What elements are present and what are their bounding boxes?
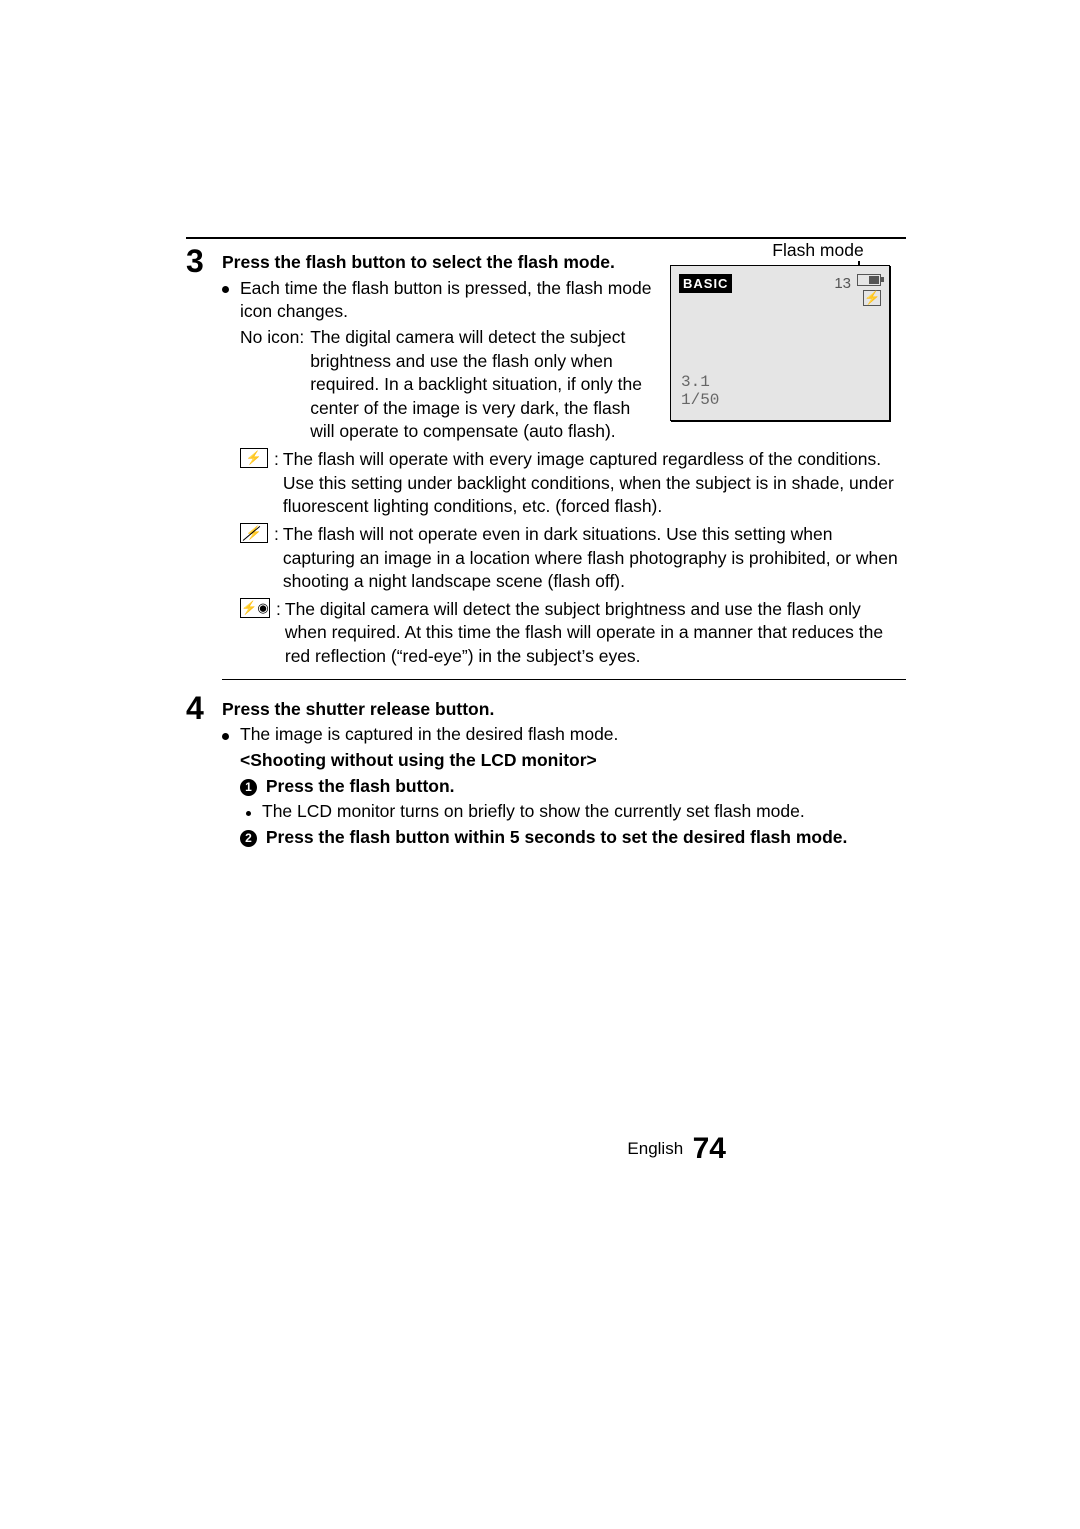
no-icon-text: The digital camera will detect the subje…: [310, 326, 654, 444]
redeye-icon: ⚡◉: [240, 598, 270, 618]
step-3-body: Press the flash button to select the fla…: [222, 239, 906, 686]
flash-mode-icon: ⚡: [863, 290, 881, 306]
step-3-number: 3: [186, 239, 222, 277]
colon: :: [274, 448, 279, 472]
step-3: 3 Press the flash button to select the f…: [186, 239, 906, 686]
forced-flash-row: ⚡ : The flash will operate with every im…: [222, 448, 906, 519]
lcd-preview: BASIC 13 ⚡ 3.1 1/50: [670, 265, 890, 421]
colon: :: [274, 523, 279, 547]
redeye-text: The digital camera will detect the subje…: [285, 598, 906, 669]
substep-2: 2 Press the flash button within 5 second…: [222, 826, 906, 850]
lcd-basic-badge: BASIC: [679, 274, 732, 294]
lcd-readouts: 3.1 1/50: [681, 374, 719, 409]
step-4-number: 4: [186, 686, 222, 724]
circled-1-icon: 1: [240, 779, 257, 796]
lcd-shots-remaining: 13: [834, 274, 851, 294]
step-4-subhead: <Shooting without using the LCD monitor>: [222, 749, 906, 773]
forced-flash-text: The flash will operate with every image …: [283, 448, 906, 519]
no-icon-row: No icon: The digital camera will detect …: [222, 326, 654, 444]
forced-flash-icon: ⚡: [240, 448, 268, 468]
step-4-body: Press the shutter release button. The im…: [222, 686, 906, 850]
step-4-title: Press the shutter release button.: [222, 686, 906, 722]
substep-2-title: Press the flash button within 5 seconds …: [266, 827, 848, 847]
footer-page-number: 74: [693, 1132, 726, 1165]
substep-1: 1 Press the flash button.: [222, 775, 906, 799]
redeye-row: ⚡◉ : The digital camera will detect the …: [222, 598, 906, 669]
flash-off-text: The flash will not operate even in dark …: [283, 523, 906, 594]
lcd-caption: Flash mode: [730, 239, 906, 263]
battery-icon: [857, 274, 881, 286]
flash-off-row: ⚡ : The flash will not operate even in d…: [222, 523, 906, 594]
footer-language: English: [627, 1139, 683, 1158]
mid-rule: [222, 679, 906, 680]
no-icon-label: No icon:: [240, 326, 310, 444]
substep-1-body: The LCD monitor turns on briefly to show…: [222, 800, 906, 824]
circled-2-icon: 2: [240, 830, 257, 847]
step-3-title: Press the flash button to select the fla…: [222, 239, 654, 275]
step-3-intro: Each time the flash button is pressed, t…: [222, 277, 654, 324]
step-4: 4 Press the shutter release button. The …: [186, 686, 906, 850]
lcd-aperture: 3.1: [681, 374, 719, 392]
lcd-shutter: 1/50: [681, 392, 719, 410]
page-footer: English 74: [186, 1132, 726, 1166]
step-4-line1: The image is captured in the desired fla…: [222, 723, 906, 747]
flash-off-icon: ⚡: [240, 523, 268, 543]
substep-1-title: Press the flash button.: [266, 776, 455, 796]
colon: :: [276, 598, 281, 622]
